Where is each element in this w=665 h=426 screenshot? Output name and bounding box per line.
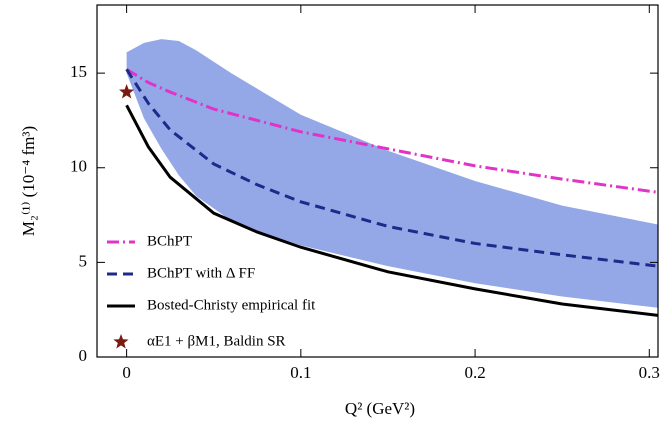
x-tick-label: 0.1	[290, 363, 311, 382]
legend-label: αE1 + βM1, Baldin SR	[147, 333, 286, 349]
y-tick-label: 0	[79, 346, 88, 365]
y-axis-label: M₂⁽¹⁾ (10⁻⁴ fm³)	[19, 126, 38, 236]
line	[125, 104, 658, 317]
y-tick-label: 5	[79, 251, 88, 270]
legend-label: BChPT with Δ FF	[147, 265, 255, 281]
plot-frame	[96, 4, 659, 358]
uncertainty-band	[126, 39, 658, 308]
y-tick-label: 15	[70, 62, 87, 81]
legend-star	[113, 334, 129, 349]
legend-label: BChPT	[147, 233, 192, 249]
line	[125, 68, 658, 268]
line	[125, 68, 658, 194]
legend-label: Bosted-Christy empirical fit	[147, 297, 316, 313]
y-tick-label: 10	[70, 157, 87, 176]
x-tick-label: 0	[122, 363, 131, 382]
x-tick-label: 0.3	[639, 363, 660, 382]
x-tick-label: 0.2	[464, 363, 485, 382]
star-point	[119, 84, 135, 99]
x-axis-label: Q² (GeV²)	[345, 399, 415, 418]
